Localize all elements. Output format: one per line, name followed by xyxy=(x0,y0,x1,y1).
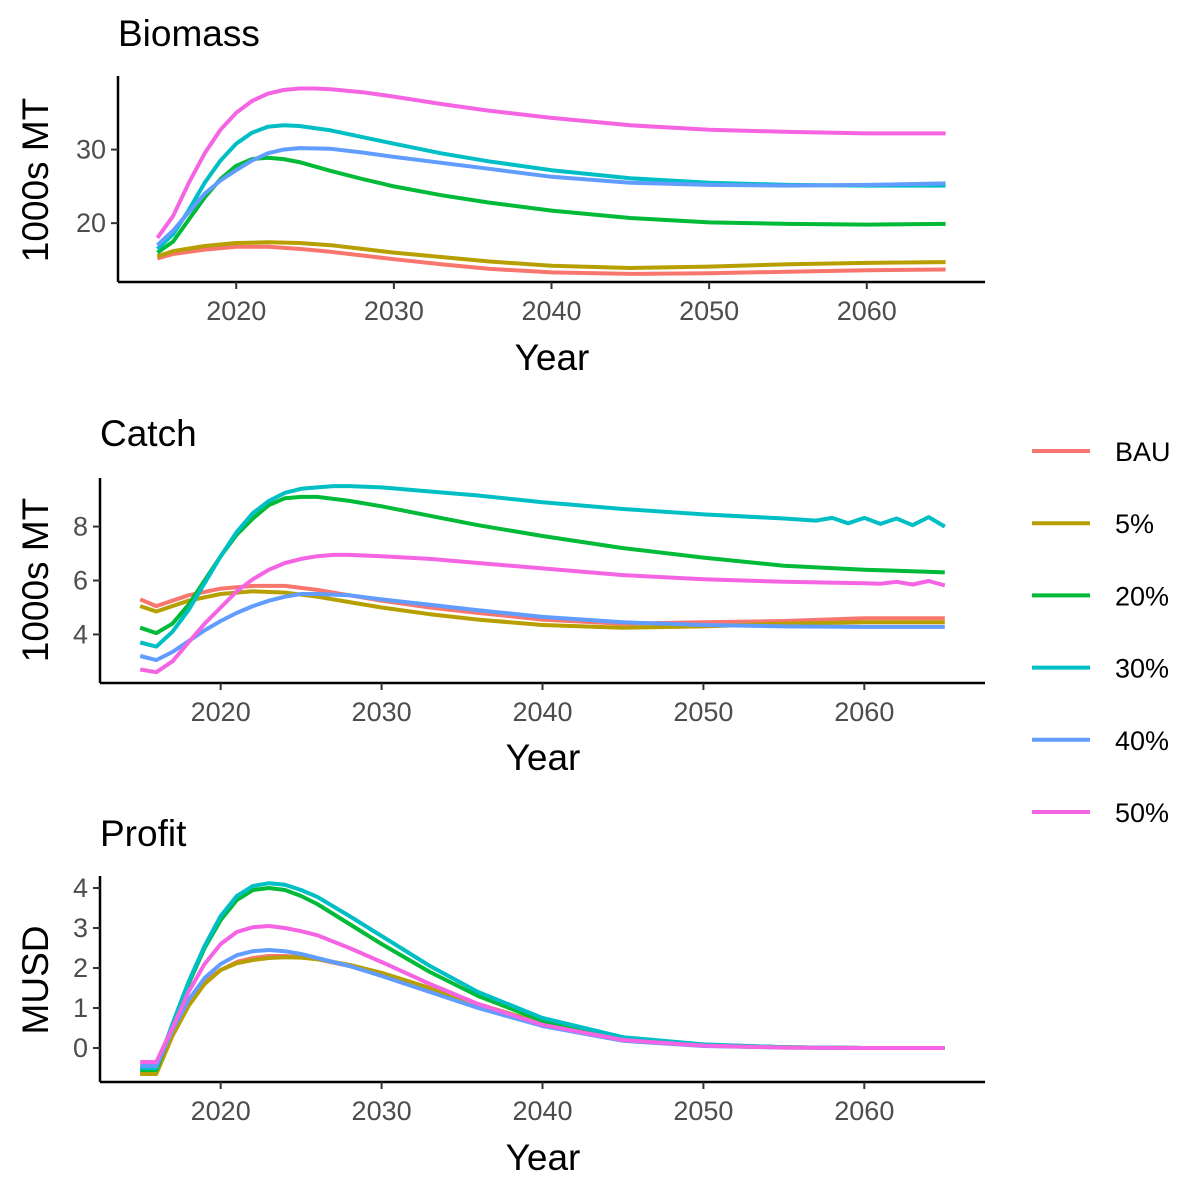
y-tick-label-biomass-20: 20 xyxy=(76,208,106,238)
legend-label-5pct: 5% xyxy=(1115,509,1154,539)
y-tick-label-profit-0: 0 xyxy=(73,1033,88,1063)
series-line-catch-50pct xyxy=(139,552,946,675)
x-tick-label-profit-2040: 2040 xyxy=(512,1096,572,1126)
x-tick-label-biomass-2040: 2040 xyxy=(521,296,581,326)
series-line-catch-30pct xyxy=(139,484,946,649)
panel-title-profit: Profit xyxy=(100,813,187,854)
plot-area-profit: 2020 2030 2040 2050 2060 0 1 2 3 4 xyxy=(73,873,985,1126)
y-tick-label-profit-2: 2 xyxy=(73,953,88,983)
x-tick-label-catch-2020: 2020 xyxy=(191,697,251,727)
series-line-biomass-5pct xyxy=(156,240,946,270)
panel-biomass: Biomass 1000s MT Year 2020 2030 2040 2050 20… xyxy=(15,13,985,378)
y-tick-label-biomass-30: 30 xyxy=(76,135,106,165)
x-tick-label-profit-2060: 2060 xyxy=(834,1096,894,1126)
legend: BAU 5% 20% 30% 40% 50% xyxy=(1032,437,1171,828)
panel-profit: Profit MUSD Year 2020 2030 2040 2050 2060012… xyxy=(15,813,985,1178)
x-tick-label-catch-2040: 2040 xyxy=(512,697,572,727)
legend-label-30pct: 30% xyxy=(1115,654,1169,684)
y-tick-label-catch-6: 6 xyxy=(73,566,88,596)
x-tick-label-catch-2030: 2030 xyxy=(352,697,412,727)
x-axis-title-catch: Year xyxy=(506,737,581,778)
legend-item-5pct: 5% xyxy=(1032,509,1154,539)
legend-item-bau: BAU xyxy=(1032,437,1171,467)
series-line-profit-50pct xyxy=(140,924,945,1064)
legend-label-40pct: 40% xyxy=(1115,726,1169,756)
x-tick-label-biomass-2050: 2050 xyxy=(679,296,739,326)
x-tick-label-catch-2060: 2060 xyxy=(834,697,894,727)
series-line-biomass-40pct xyxy=(156,146,946,247)
x-tick-label-profit-2050: 2050 xyxy=(673,1096,733,1126)
x-tick-label-catch-2050: 2050 xyxy=(673,697,733,727)
legend-label-20pct: 20% xyxy=(1115,581,1169,611)
x-tick-label-biomass-2020: 2020 xyxy=(206,296,266,326)
legend-label-bau: BAU xyxy=(1115,437,1171,467)
x-axis-title-biomass: Year xyxy=(515,337,590,378)
series-line-biomass-30pct xyxy=(156,123,946,251)
y-axis-title-catch: 1000s MT xyxy=(15,498,56,663)
x-tick-label-biomass-2030: 2030 xyxy=(364,296,424,326)
series-line-biomass-bau xyxy=(156,244,946,276)
series-line-catch-20pct xyxy=(139,494,945,636)
plot-area-catch: 2020 2030 2040 2050 2060 4 6 8 xyxy=(73,478,985,727)
x-tick-label-biomass-2060: 2060 xyxy=(837,296,897,326)
y-tick-label-catch-4: 4 xyxy=(73,619,88,649)
x-tick-label-profit-2020: 2020 xyxy=(191,1096,251,1126)
panel-catch: Catch 1000s MT Year 2020 2030 2040 2050 2060… xyxy=(15,413,985,778)
legend-item-40pct: 40% xyxy=(1032,726,1169,756)
x-tick-label-profit-2030: 2030 xyxy=(352,1096,412,1126)
x-axis-title-profit: Year xyxy=(506,1137,581,1178)
series-line-biomass-50pct xyxy=(155,86,946,240)
y-tick-label-catch-8: 8 xyxy=(73,512,88,542)
legend-item-20pct: 20% xyxy=(1032,581,1169,611)
y-tick-label-profit-4: 4 xyxy=(73,873,88,903)
y-axis-title-profit: MUSD xyxy=(15,926,56,1035)
panel-title-biomass: Biomass xyxy=(118,13,260,54)
y-tick-label-profit-3: 3 xyxy=(73,913,88,943)
y-tick-label-profit-1: 1 xyxy=(73,993,88,1023)
y-axis-title-biomass: 1000s MT xyxy=(15,98,56,263)
legend-label-50pct: 50% xyxy=(1115,798,1169,828)
legend-item-50pct: 50% xyxy=(1032,798,1169,828)
legend-item-30pct: 30% xyxy=(1032,654,1169,684)
panel-title-catch: Catch xyxy=(100,413,197,454)
